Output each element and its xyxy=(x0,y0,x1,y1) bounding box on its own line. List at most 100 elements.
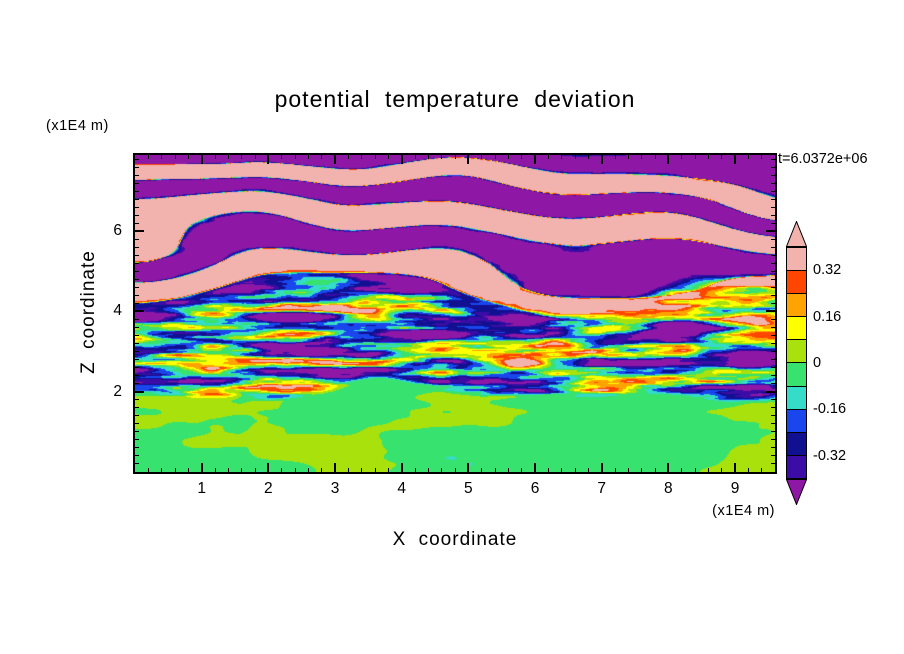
axis-tick xyxy=(694,468,696,472)
axis-tick xyxy=(547,468,549,472)
colorbar-band xyxy=(787,248,806,272)
axis-tick xyxy=(307,155,309,159)
axis-tick xyxy=(347,468,349,472)
axis-tick xyxy=(534,463,536,472)
colorbar-band xyxy=(787,317,806,341)
axis-tick xyxy=(135,206,139,208)
axis-tick xyxy=(771,246,775,248)
axis-tick xyxy=(200,155,203,164)
axis-tick xyxy=(161,468,163,472)
axis-tick xyxy=(214,155,216,159)
axis-tick xyxy=(414,155,416,159)
axis-tick xyxy=(771,439,775,441)
axis-tick xyxy=(147,155,149,159)
axis-tick xyxy=(135,270,139,272)
axis-tick xyxy=(334,155,336,164)
axis-tick xyxy=(771,343,775,345)
axis-tick xyxy=(135,463,139,465)
axis-tick xyxy=(766,390,775,393)
axis-tick xyxy=(627,468,629,472)
axis-tick xyxy=(135,455,139,457)
axis-tick xyxy=(135,254,139,256)
x-tick-label: 8 xyxy=(664,480,673,497)
axis-tick xyxy=(654,468,656,472)
colorbar-body xyxy=(786,247,807,479)
axis-tick xyxy=(281,468,283,472)
axis-tick xyxy=(627,155,629,159)
axis-tick xyxy=(507,468,509,472)
axis-tick xyxy=(641,155,643,159)
axis-tick xyxy=(707,155,709,159)
colorbar xyxy=(786,221,807,505)
axis-tick xyxy=(135,166,139,168)
x-axis-unit-label: (x1E4 m) xyxy=(712,503,775,519)
axis-tick xyxy=(534,155,536,164)
axis-tick xyxy=(771,327,775,329)
axis-tick xyxy=(587,468,589,472)
axis-tick xyxy=(347,155,349,159)
axis-tick xyxy=(481,468,483,472)
axis-tick xyxy=(561,468,563,472)
axis-tick xyxy=(771,455,775,457)
axis-tick xyxy=(507,155,509,159)
colorbar-band xyxy=(787,294,806,318)
y-tick-label: 2 xyxy=(113,382,122,400)
axis-tick xyxy=(135,375,139,377)
y-tick-label: 6 xyxy=(113,222,122,240)
axis-tick xyxy=(135,351,139,353)
axis-tick xyxy=(294,468,296,472)
axis-tick xyxy=(135,399,139,401)
axis-tick xyxy=(161,155,163,159)
axis-tick xyxy=(587,155,589,159)
axis-tick xyxy=(600,155,603,164)
axis-tick xyxy=(334,463,336,472)
axis-tick xyxy=(771,375,775,377)
axis-tick xyxy=(135,310,144,313)
axis-tick xyxy=(254,155,256,159)
colorbar-over-arrow xyxy=(786,221,807,247)
axis-tick xyxy=(721,468,723,472)
colorbar-band xyxy=(787,432,806,456)
axis-tick xyxy=(454,155,456,159)
axis-tick xyxy=(135,415,139,417)
axis-tick xyxy=(227,155,229,159)
axis-tick xyxy=(707,468,709,472)
colorbar-band xyxy=(787,386,806,410)
colorbar-over-arrow-shape xyxy=(786,221,807,247)
axis-tick xyxy=(771,174,775,176)
axis-tick xyxy=(771,423,775,425)
axis-tick xyxy=(521,468,523,472)
axis-tick xyxy=(681,468,683,472)
axis-tick xyxy=(761,468,763,472)
axis-tick xyxy=(135,359,139,361)
axis-tick xyxy=(281,155,283,159)
axis-tick xyxy=(135,286,139,288)
colorbar-under-arrow-shape xyxy=(786,479,807,505)
axis-tick xyxy=(441,468,443,472)
y-tick-label: 4 xyxy=(113,302,122,320)
axis-tick xyxy=(174,155,176,159)
axis-tick xyxy=(771,302,775,304)
axis-tick xyxy=(187,468,189,472)
axis-tick xyxy=(614,468,616,472)
axis-tick xyxy=(294,155,296,159)
x-tick-label: 7 xyxy=(597,480,606,497)
axis-tick xyxy=(771,166,775,168)
axis-tick xyxy=(467,155,470,164)
colorbar-band xyxy=(787,340,806,364)
axis-tick xyxy=(135,198,139,200)
axis-tick xyxy=(307,468,309,472)
axis-tick xyxy=(467,463,470,472)
axis-tick xyxy=(771,262,775,264)
axis-tick xyxy=(200,463,203,472)
axis-tick xyxy=(135,262,139,264)
axis-tick xyxy=(766,310,775,313)
axis-tick xyxy=(400,155,403,164)
axis-tick xyxy=(135,327,139,329)
axis-tick xyxy=(187,155,189,159)
colorbar-band xyxy=(787,271,806,295)
axis-tick xyxy=(771,407,775,409)
axis-tick xyxy=(374,468,376,472)
axis-tick xyxy=(771,351,775,353)
axis-tick xyxy=(135,238,139,240)
